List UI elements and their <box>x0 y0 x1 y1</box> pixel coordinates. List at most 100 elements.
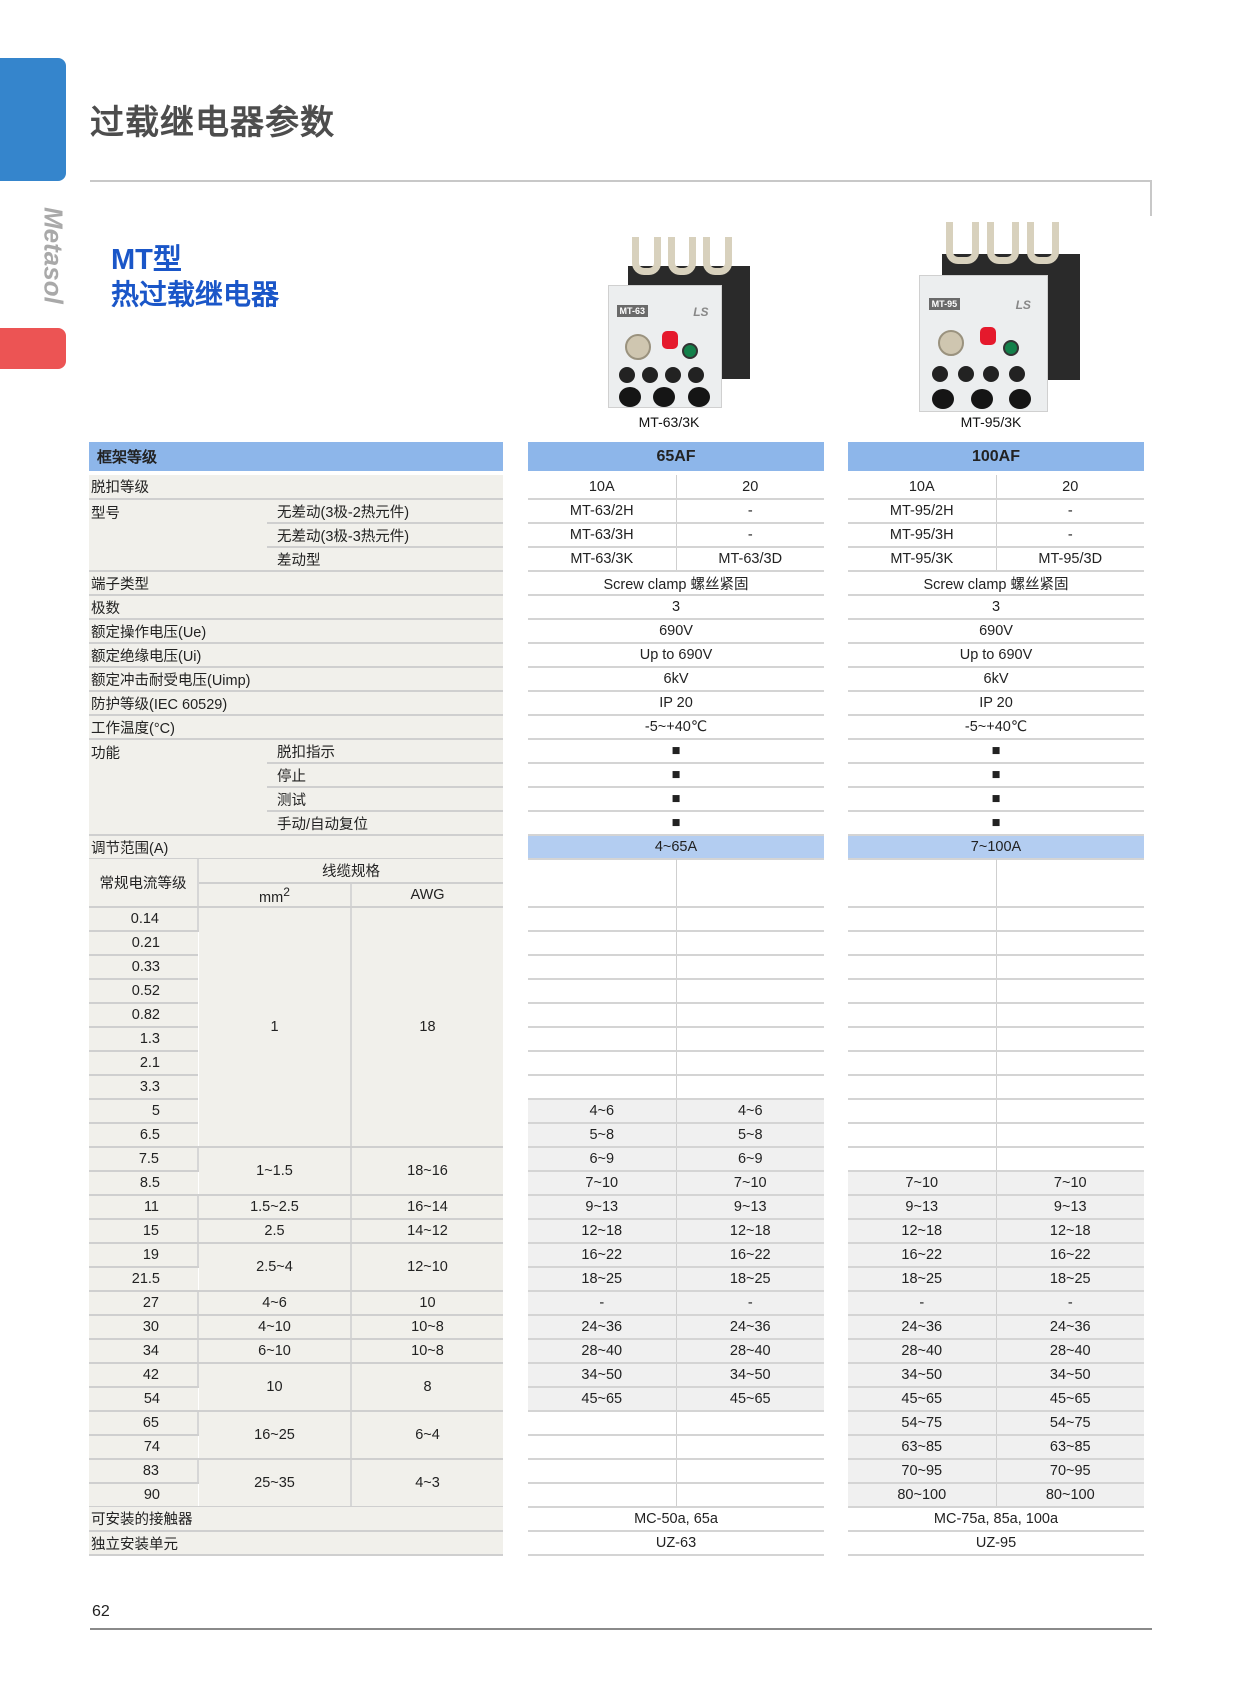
screw-hole-icon <box>957 366 974 383</box>
current-rating: 34 <box>89 1339 199 1364</box>
model-badge: MT-63 <box>616 305 649 318</box>
awg-value: 8 <box>351 1363 503 1412</box>
setting-range-row <box>848 1027 1144 1052</box>
setting-range-row <box>528 1003 824 1028</box>
setting-range-cell: 45~65 <box>676 1387 824 1412</box>
setting-range-cell: 9~13 <box>848 1195 997 1220</box>
current-rating: 83 <box>89 1459 199 1484</box>
setting-range-row <box>528 1435 824 1460</box>
model-badge: MT-95 <box>928 298 961 310</box>
spec-row: 额定冲击耐受电压(Uimp) <box>89 667 503 692</box>
page-number: 62 <box>92 1603 110 1620</box>
mm2-value: 4~10 <box>198 1315 352 1340</box>
setting-range-cell: 12~18 <box>996 1219 1144 1244</box>
setting-range-row: 63~85 63~85 <box>848 1435 1144 1460</box>
setting-range-row: 70~95 70~95 <box>848 1459 1144 1484</box>
setting-range-cell <box>676 907 824 932</box>
setting-range-row: -- <box>528 1291 824 1316</box>
setting-range-cell: 34~50 <box>996 1363 1144 1388</box>
setting-range-cell <box>528 1411 677 1436</box>
setting-range-cell <box>848 1099 997 1124</box>
awg-value: 10 <box>351 1291 503 1316</box>
current-rating: 0.33 <box>89 955 198 980</box>
frame-header-65af: 65AF <box>528 442 824 471</box>
setting-range-cell <box>996 955 1144 980</box>
screw-hole-icon <box>983 366 1000 383</box>
terminal-fork-icon <box>632 237 661 275</box>
spec-row: 端子类型 <box>89 571 503 596</box>
setting-range-row: 9~13 9~13 <box>528 1195 824 1220</box>
setting-range-row <box>528 1027 824 1052</box>
spec-label: 独立安装单元 <box>89 1531 503 1556</box>
setting-range-cell <box>996 1051 1144 1076</box>
poles-value: 3 <box>528 595 824 620</box>
cable-spec-table: 常规电流等级 线缆规格 mm2 AWG 0.14 1 18 0.21 0.33 0.52 0.82 1… <box>89 859 503 1508</box>
setting-range-cell: 45~65 <box>848 1387 997 1412</box>
mm2-label: mm <box>259 889 284 906</box>
current-rating-header: 常规电流等级 <box>89 859 199 908</box>
setting-range-cell <box>996 907 1144 932</box>
spec-row: 防护等级(IEC 60529) <box>89 691 503 716</box>
current-rating: 65 <box>89 1411 199 1436</box>
model-number: MT-63/3D <box>676 547 824 572</box>
current-rating: 1.3 <box>89 1027 198 1052</box>
current-rating: 3.3 <box>89 1075 198 1100</box>
spec-sub-label: 停止 <box>267 763 503 788</box>
spec-sub-label: 手动/自动复位 <box>267 811 503 836</box>
relay-product-image: MT-63 LS <box>608 237 750 408</box>
ls-logo: LS <box>693 305 709 320</box>
current-row: 2.1 <box>89 1051 503 1076</box>
setting-range-cell: 5~8 <box>676 1123 824 1148</box>
current-row: 83 25~35 4~3 <box>89 1459 503 1508</box>
current-row: 21.5 <box>89 1267 503 1292</box>
setting-range-row <box>848 1075 1144 1100</box>
setting-range-cell: - <box>528 1291 677 1316</box>
setting-range-cell: 18~25 <box>528 1267 677 1292</box>
setting-range-cell <box>528 1483 677 1508</box>
section-tab-red <box>0 328 66 369</box>
current-rating: 6.5 <box>89 1123 198 1148</box>
setting-range-cell: 34~50 <box>848 1363 997 1388</box>
setting-range-cell <box>676 931 824 956</box>
awg-value: 10~8 <box>351 1315 503 1340</box>
spec-label: 极数 <box>89 595 503 620</box>
setting-range-cell: 16~22 <box>676 1243 824 1268</box>
spec-label: 额定冲击耐受电压(Uimp) <box>89 667 503 692</box>
ip-rating-value: IP 20 <box>528 691 824 716</box>
setting-range-cell <box>528 1435 677 1460</box>
model-number: MT-95/3D <box>996 547 1144 572</box>
mm2-value: 2.5 <box>198 1219 352 1244</box>
setting-range-cell: 34~50 <box>528 1363 677 1388</box>
mm2-value: 2.5~4 <box>198 1243 352 1292</box>
current-rating: 21.5 <box>89 1267 198 1292</box>
mm2-superscript: 2 <box>283 884 290 899</box>
setting-range-cell: 24~36 <box>528 1315 677 1340</box>
current-rating: 42 <box>89 1363 199 1388</box>
model-number: MT-95/3K <box>848 547 997 572</box>
trip-class-value: 20 <box>676 475 824 500</box>
terminal-type-value: Screw clamp 螺丝紧固 <box>848 571 1144 596</box>
setting-range-cell: 28~40 <box>996 1339 1144 1364</box>
current-row: 54 <box>89 1387 503 1412</box>
setting-range-cell: 9~13 <box>996 1195 1144 1220</box>
trip-class-value: 10A <box>528 475 677 500</box>
adjust-dial-icon <box>625 334 652 361</box>
function-supported-mark: ■ <box>528 811 824 836</box>
setting-range-row <box>528 1483 824 1508</box>
mm2-value: 1.5~2.5 <box>198 1195 352 1220</box>
screw-hole-icon <box>687 366 704 383</box>
setting-range-cell <box>528 1075 677 1100</box>
screw-hole-icon <box>931 366 948 383</box>
setting-range-row: 24~36 24~36 <box>528 1315 824 1340</box>
mm2-value: 1~1.5 <box>198 1147 352 1196</box>
setting-range-cell: 28~40 <box>528 1339 677 1364</box>
setting-range-cell <box>996 931 1144 956</box>
setting-range-cell: 6~9 <box>528 1147 677 1172</box>
spec-label: 调节范围(A) <box>89 835 503 860</box>
setting-range-cell <box>676 1051 824 1076</box>
setting-range-cell <box>676 1459 824 1484</box>
terminal-hole-icon <box>687 387 710 408</box>
setting-range-cell: 6~9 <box>676 1147 824 1172</box>
terminal-hole-icon <box>653 387 676 408</box>
setting-range-cell: 54~75 <box>996 1411 1144 1436</box>
